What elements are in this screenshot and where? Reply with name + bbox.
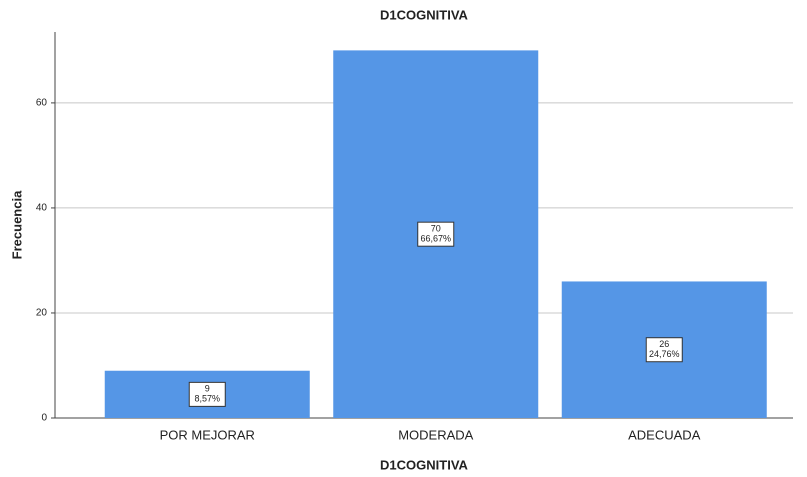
y-tick-label: 40 [36,203,48,214]
data-label-box [188,381,226,407]
data-label: 9 [205,384,210,394]
data-label-box [645,337,683,363]
percent-label: 66,67% [420,234,451,244]
data-label: 26 [659,339,669,349]
y-tick-label: 0 [41,413,47,424]
y-tick-label: 60 [36,98,48,109]
data-label-box [417,221,455,247]
data-label: 70 [431,224,441,234]
chart-title: D1COGNITIVA [380,7,468,22]
y-tick-label: 20 [36,308,48,319]
x-tick-label: ADECUADA [628,427,701,442]
x-axis-label: D1COGNITIVA [380,457,468,472]
percent-label: 24,76% [649,349,680,359]
x-tick-label: POR MEJORAR [160,427,255,442]
x-tick-label: MODERADA [398,427,473,442]
y-axis-label: Frecuencia [9,190,24,259]
percent-label: 8,57% [194,394,220,404]
